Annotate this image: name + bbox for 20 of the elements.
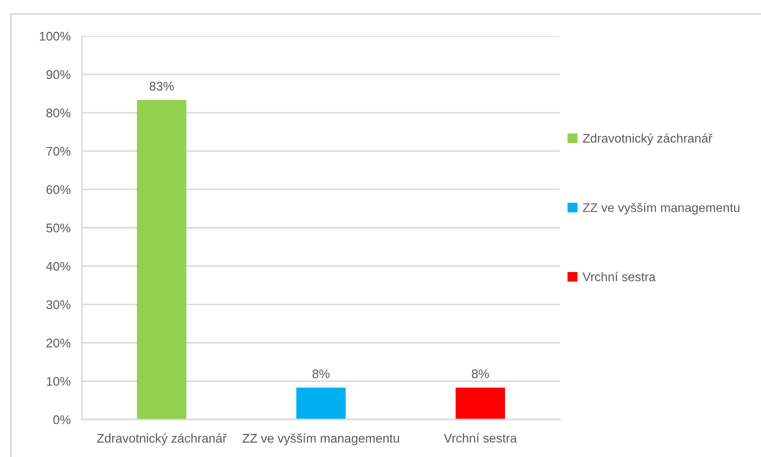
data-label: 8% <box>472 369 489 378</box>
y-tick-label: 100% <box>40 32 70 41</box>
y-tick-label: 70% <box>46 146 70 156</box>
x-tick-label: Vrchní sestra <box>444 433 517 443</box>
y-tick-label: 90% <box>46 70 70 79</box>
y-tick-label: 30% <box>46 300 70 310</box>
y-tick-label: 20% <box>46 338 70 348</box>
y-tick-label: 80% <box>46 108 70 118</box>
y-tick-label: 40% <box>46 262 70 271</box>
y-tick-label: 10% <box>46 376 70 386</box>
y-tick-label: 0% <box>53 415 70 424</box>
data-label: 8% <box>312 369 330 378</box>
y-tick-label: 50% <box>46 224 70 232</box>
legend-label: Zdravotnický záchranář <box>582 133 713 146</box>
legend-label: Vrchní sestra <box>582 272 656 282</box>
x-tick-label: ZZ ve vyšším managementu <box>242 433 400 446</box>
data-label: 83% <box>150 82 174 91</box>
x-tick-label: Zdravotnický záchranář <box>97 433 227 446</box>
legend-label: ZZ ve vyšším managementu <box>582 202 740 215</box>
y-tick-label: 60% <box>46 185 70 194</box>
